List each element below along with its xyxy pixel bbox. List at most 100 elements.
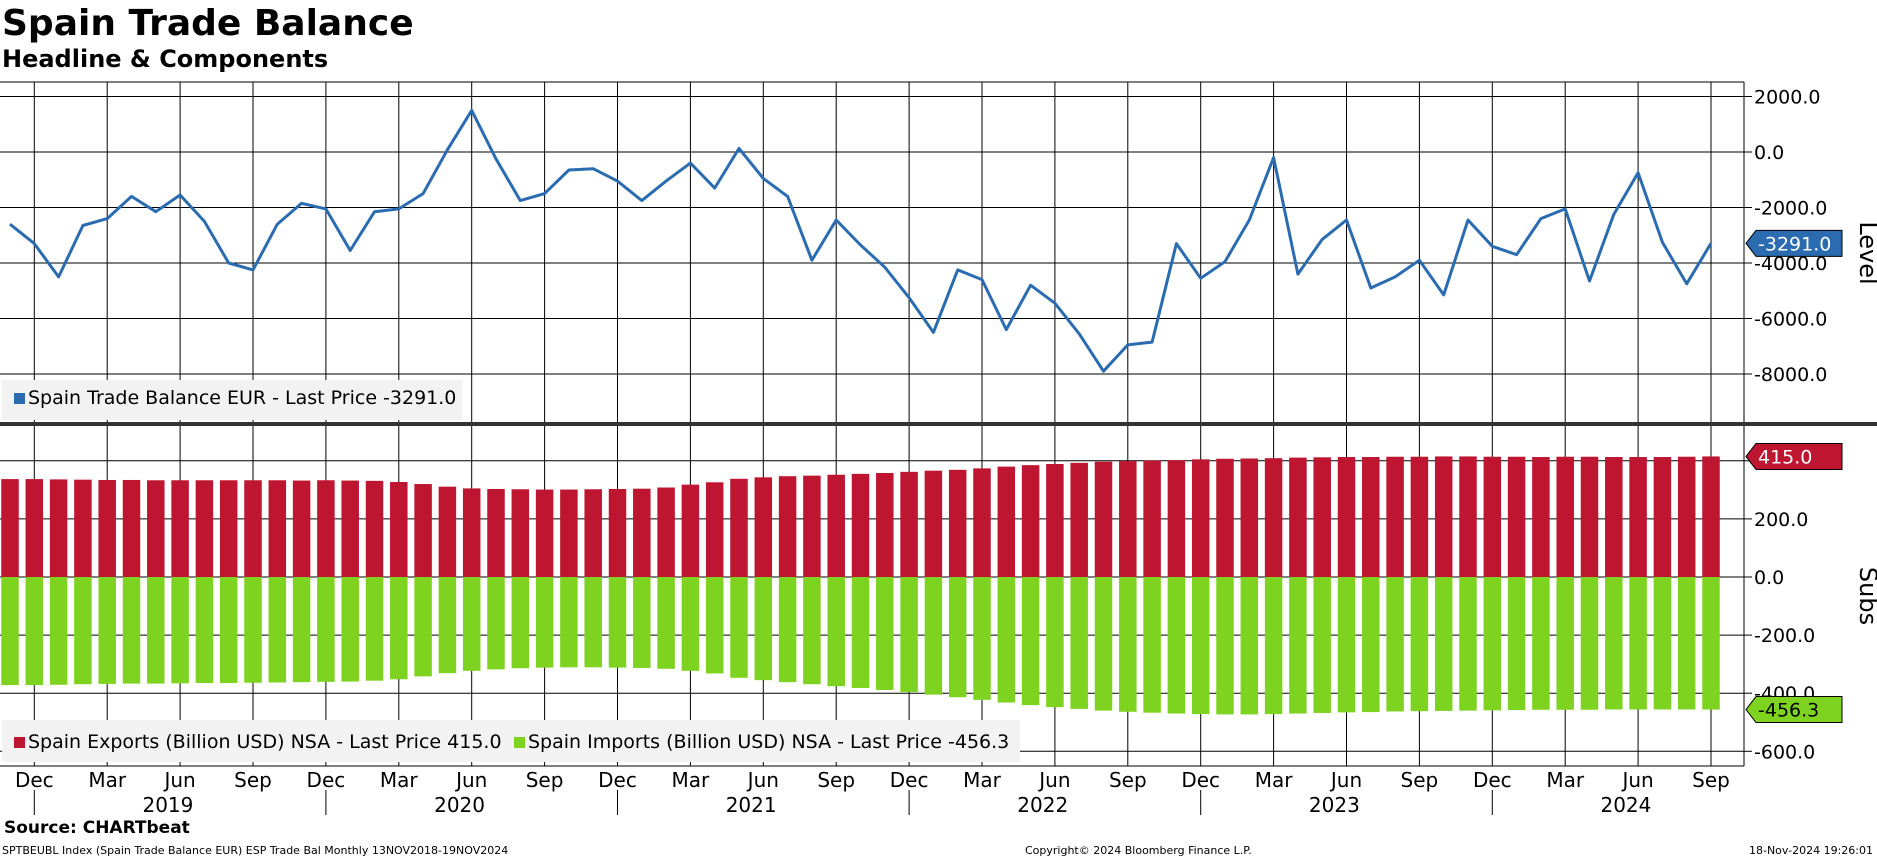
last-value-level-box — [1745, 229, 1843, 257]
export-bar — [292, 480, 311, 577]
last-value-exports: 415.0 — [1758, 446, 1812, 468]
xtick-month-label: Jun — [1329, 768, 1362, 792]
import-bar — [462, 577, 481, 671]
export-bar — [74, 479, 92, 577]
export-bar — [1434, 456, 1453, 577]
import-bar — [1046, 577, 1064, 708]
xtick-month-label: Jun — [1620, 768, 1653, 792]
import-bar — [390, 577, 408, 680]
export-bar — [1119, 461, 1137, 577]
trade-balance-line — [9, 108, 1713, 373]
import-bar — [1216, 577, 1234, 715]
ytick-label-top: 2000.0 — [1754, 87, 1820, 109]
import-bar — [1702, 577, 1720, 710]
panel-label-subs: Subs — [1854, 567, 1877, 625]
xtick-month-label: Sep — [526, 768, 564, 792]
import-bar — [973, 577, 991, 700]
import-bar — [1313, 577, 1331, 713]
chart-subtitle: Headline & Components — [2, 45, 329, 73]
import-bar — [1605, 577, 1623, 710]
xtick-year-label: 2023 — [1309, 793, 1360, 817]
xtick-month-label: Mar — [963, 768, 1002, 792]
import-bar — [1386, 577, 1404, 712]
import-bar — [511, 577, 530, 669]
xtick-year-label: 2019 — [142, 793, 193, 817]
export-bar — [876, 473, 894, 577]
export-bar — [730, 478, 748, 577]
import-bar — [438, 577, 457, 674]
export-bar — [171, 480, 189, 577]
import-bar — [1264, 577, 1283, 715]
export-bar — [1289, 457, 1307, 577]
export-bar — [803, 475, 821, 577]
export-bar — [1362, 457, 1380, 577]
import-bar — [268, 577, 287, 683]
import-bar — [414, 577, 432, 677]
export-bar — [49, 479, 68, 577]
xtick-month-label: Mar — [672, 768, 711, 792]
export-bar — [219, 480, 238, 577]
import-bar — [25, 577, 44, 686]
xtick-month-label: Sep — [1401, 768, 1439, 792]
xtick-month-label: Dec — [1473, 768, 1512, 792]
export-bar — [438, 486, 457, 577]
export-bar — [900, 471, 918, 577]
import-bar — [681, 577, 700, 671]
import-bar — [1, 577, 19, 686]
export-bar — [341, 480, 359, 577]
import-bar — [341, 577, 359, 682]
export-bar — [1167, 460, 1186, 577]
export-bar — [681, 484, 700, 577]
import-bar — [1629, 577, 1647, 710]
xtick-year-label: 2024 — [1600, 793, 1651, 817]
export-bar — [1702, 456, 1720, 577]
ytick-label-bottom: -200.0 — [1754, 625, 1815, 647]
import-bar — [1021, 577, 1040, 706]
xtick-year-label: 2021 — [726, 793, 777, 817]
export-bar — [657, 487, 675, 577]
import-bar — [1580, 577, 1599, 710]
legend-label-line: Spain Trade Balance EUR - Last Price -32… — [28, 387, 456, 409]
data-layer — [1, 108, 1720, 715]
import-bar — [584, 577, 602, 668]
export-bar — [98, 479, 116, 577]
xtick-month-label: Mar — [88, 768, 127, 792]
import-bar — [1094, 577, 1113, 711]
copyright: Copyright© 2024 Bloomberg Finance L.P. — [1025, 844, 1252, 857]
import-bar — [1289, 577, 1307, 714]
export-bar — [535, 489, 554, 577]
export-bar — [1191, 459, 1210, 577]
import-bar — [1459, 577, 1477, 711]
import-bar — [705, 577, 724, 674]
legend-layer: Spain Trade Balance EUR - Last Price -32… — [2, 380, 1020, 762]
import-bar — [147, 577, 165, 684]
import-bar — [876, 577, 894, 691]
export-bar — [1507, 456, 1526, 577]
export-bar — [1556, 456, 1574, 577]
xtick-month-label: Dec — [1181, 768, 1220, 792]
panel-label-level: Level — [1854, 221, 1877, 284]
export-bar — [1337, 457, 1356, 577]
export-bar — [973, 468, 991, 577]
import-bar — [1556, 577, 1574, 710]
export-bar — [1629, 457, 1647, 577]
import-bar — [1483, 577, 1502, 711]
export-bar — [1070, 462, 1088, 577]
export-bar — [1313, 457, 1331, 577]
export-bar — [924, 470, 943, 577]
import-bar — [900, 577, 918, 693]
import-bar — [778, 577, 797, 683]
axis-layer: 2000.00.0-2000.0-4000.0-6000.0-8000.0400… — [0, 87, 1877, 817]
export-bar — [511, 489, 530, 577]
xtick-month-label: Jun — [1037, 768, 1070, 792]
export-bar — [1532, 457, 1550, 577]
export-bar — [390, 482, 408, 577]
export-bar — [584, 489, 602, 577]
export-bar — [1677, 456, 1696, 577]
xtick-month-label: Dec — [890, 768, 929, 792]
import-bar — [244, 577, 262, 683]
export-bar — [195, 480, 214, 577]
export-bar — [754, 477, 773, 577]
source-label: Source: CHARTbeat — [4, 818, 190, 838]
